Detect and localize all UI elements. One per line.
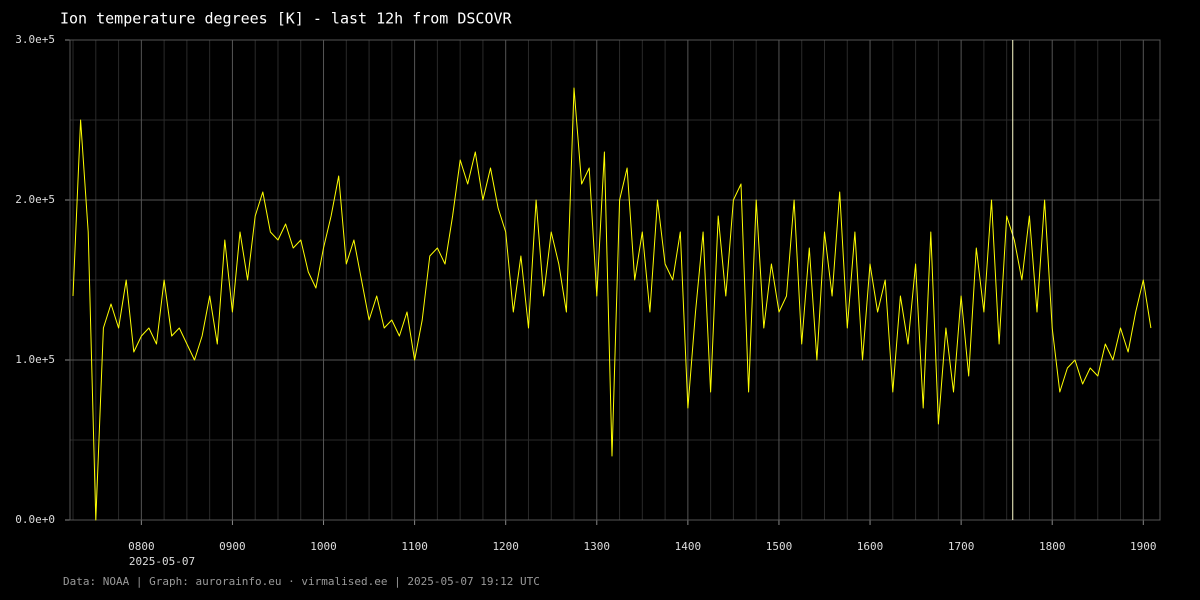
x-tick-label: 1400 xyxy=(675,540,702,553)
x-date-label: 2025-05-07 xyxy=(129,555,195,568)
y-tick-label: 0.0e+0 xyxy=(15,513,55,526)
x-tick-label: 1000 xyxy=(310,540,337,553)
x-tick-label: 1800 xyxy=(1039,540,1066,553)
plot-border xyxy=(69,39,1161,521)
data-line xyxy=(72,87,1152,521)
chart-title: Ion temperature degrees [K] - last 12h f… xyxy=(60,10,513,28)
footer: Data: NOAA | Graph: aurorainfo.eu · virm… xyxy=(63,575,540,588)
x-tick-label: 0900 xyxy=(219,540,246,553)
x-tick-label: 1900 xyxy=(1130,540,1157,553)
y-tick-label: 2.0e+5 xyxy=(15,193,55,206)
x-tick-label: 1500 xyxy=(766,540,793,553)
x-tick-label: 1700 xyxy=(948,540,975,553)
x-tick-label: 1200 xyxy=(492,540,519,553)
x-tick-label: 1100 xyxy=(401,540,428,553)
x-tick-label: 1300 xyxy=(584,540,611,553)
x-tick-label: 0800 xyxy=(128,540,155,553)
y-tick-label: 3.0e+5 xyxy=(15,33,55,46)
y-tick-label: 1.0e+5 xyxy=(15,353,55,366)
x-tick-label: 1600 xyxy=(857,540,884,553)
